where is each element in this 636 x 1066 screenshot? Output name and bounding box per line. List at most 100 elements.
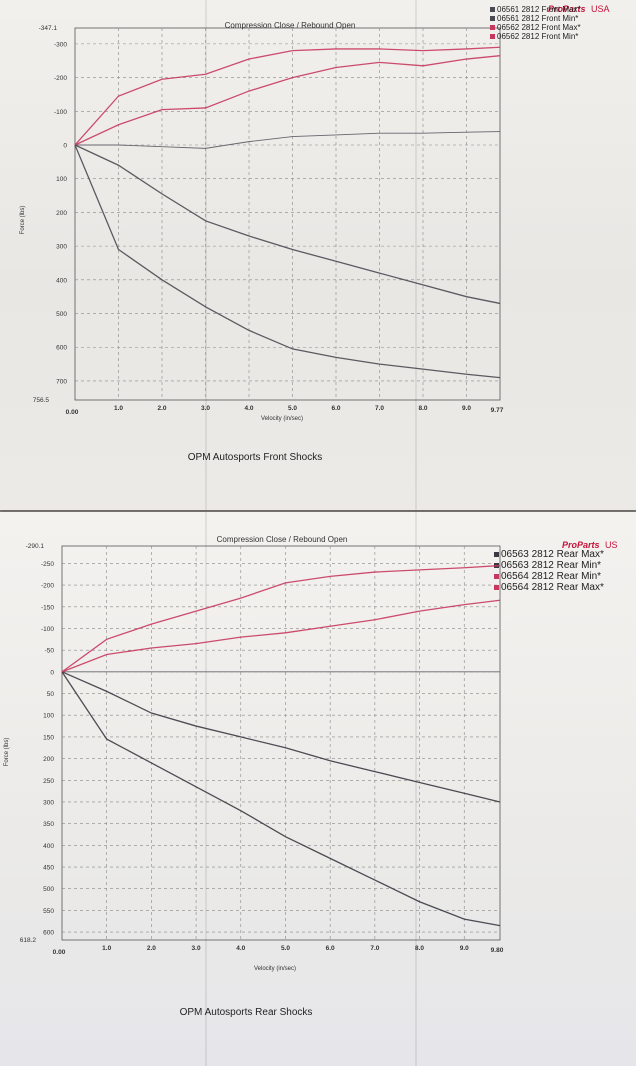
y-tick-label: 600 (56, 345, 67, 352)
x-axis-label: Velocity (in/sec) (261, 416, 303, 422)
y-tick-label: 200 (56, 210, 67, 217)
x-tick-label: 7.0 (375, 405, 384, 412)
brand-suffix: US (605, 540, 618, 550)
x-tick-label: 2.0 (147, 945, 156, 952)
paper-fold (205, 512, 207, 1066)
legend-swatch (494, 552, 499, 557)
plot-frame (74, 27, 501, 401)
y-axis-bottom-value: 756.5 (33, 397, 50, 404)
series-line (61, 671, 501, 803)
x-tick-label: 5.0 (288, 405, 297, 412)
front-shocks-chart: 1.0 2.0 3.0 4.0 5.0 6.0 7.0 8.0 9.0 -300 -200 -100 0… (20, 4, 610, 463)
brand-logo: ProParts (548, 4, 586, 14)
x-axis-label: Velocity (in/sec) (254, 966, 296, 972)
x-tick-label: 9.0 (460, 945, 469, 952)
series-line (74, 46, 501, 146)
rear-shocks-chart: 1.0 2.0 3.0 4.0 5.0 6.0 7.0 8.0 9.0 -250 -200 -150 -… (4, 535, 618, 1018)
y-tick-label: 0 (50, 669, 54, 676)
legend-swatch (494, 585, 499, 590)
paper-fold (415, 0, 417, 510)
x-tick-label: 6.0 (331, 405, 340, 412)
x-tick-label: 7.0 (370, 945, 379, 952)
chart-title: Compression Close / Rebound Open (225, 21, 356, 30)
y-axis-bottom-value: 618.2 (20, 937, 37, 944)
y-tick-label: 400 (56, 277, 67, 284)
paper-fold (415, 512, 417, 1066)
y-tick-label: 300 (43, 799, 54, 806)
series-line (61, 671, 501, 927)
y-tick-label: 500 (43, 886, 54, 893)
y-axis-label: Force (lbs) (20, 206, 26, 235)
x-tick-label: 3.0 (192, 945, 201, 952)
chart-caption: OPM Autosports Front Shocks (188, 452, 323, 463)
series-line (61, 564, 501, 673)
series-line (74, 55, 501, 146)
legend-entry: 06561 2812 Front Min* (497, 14, 578, 23)
x-tick-label: 9.0 (462, 405, 471, 412)
y-tick-label: 350 (43, 821, 54, 828)
y-tick-label: 700 (56, 378, 67, 385)
brand-suffix: USA (591, 4, 610, 14)
y-tick-label: -200 (41, 583, 54, 590)
y-tick-label: 500 (56, 311, 67, 318)
paper-fold (205, 0, 207, 510)
x-tick-label: 4.0 (244, 405, 253, 412)
chart-title: Compression Close / Rebound Open (217, 535, 348, 544)
y-tick-label: -100 (41, 626, 54, 633)
y-tick-label: 250 (43, 778, 54, 785)
y-tick-label: -200 (54, 75, 67, 82)
y-tick-label: -100 (54, 109, 67, 116)
series-line (74, 144, 501, 305)
front-shocks-sheet: 1.0 2.0 3.0 4.0 5.0 6.0 7.0 8.0 9.0 -300 -200 -100 0… (0, 0, 636, 510)
legend-swatch (490, 7, 495, 12)
y-tick-label: 300 (56, 244, 67, 251)
unlabeled-curve (75, 131, 501, 149)
legend-entry: 06563 2812 Rear Max* (501, 549, 604, 560)
y-tick-label: 450 (43, 865, 54, 872)
y-tick-label: 150 (43, 734, 54, 741)
legend-entry: 06564 2812 Rear Max* (501, 582, 604, 593)
chart-caption: OPM Autosports Rear Shocks (180, 1007, 313, 1018)
y-axis-label: Force (lbs) (4, 738, 10, 767)
y-tick-label: 0 (63, 143, 67, 150)
y-tick-label: 100 (56, 176, 67, 183)
series-line (61, 599, 501, 673)
x-tick-label: 5.0 (281, 945, 290, 952)
x-axis-start-value: 0.00 (66, 409, 79, 416)
x-tick-label: 3.0 (201, 405, 210, 412)
y-tick-label: -250 (41, 561, 54, 568)
rear-shocks-sheet: 1.0 2.0 3.0 4.0 5.0 6.0 7.0 8.0 9.0 -250 -200 -150 -… (0, 512, 636, 1066)
x-tick-label: 1.0 (102, 945, 111, 952)
x-tick-label: 8.0 (418, 405, 427, 412)
legend-swatch (490, 34, 495, 39)
x-tick-label: 4.0 (236, 945, 245, 952)
series-line (74, 144, 501, 379)
legend-entry: 06563 2812 Rear Min* (501, 560, 601, 571)
x-axis-end-value: 9.77 (491, 407, 504, 414)
y-tick-label: 400 (43, 843, 54, 850)
y-tick-label: -50 (45, 648, 55, 655)
x-tick-label: 2.0 (157, 405, 166, 412)
x-axis-end-value: 9.80 (491, 947, 504, 954)
brand-logo: ProParts (562, 540, 600, 550)
y-tick-label: -300 (54, 41, 67, 48)
x-tick-label: 1.0 (114, 405, 123, 412)
legend-entry: 06562 2812 Front Max* (497, 23, 581, 32)
legend-entry: 06562 2812 Front Min* (497, 32, 578, 41)
legend-entry: 06561 2812 Front Max* (497, 5, 581, 14)
y-tick-label: 550 (43, 908, 54, 915)
plot-frame (61, 545, 501, 941)
x-tick-label: 8.0 (415, 945, 424, 952)
y-tick-label: 200 (43, 756, 54, 763)
y-tick-label: 100 (43, 713, 54, 720)
x-axis-start-value: 0.00 (53, 949, 66, 956)
legend-swatch (490, 16, 495, 21)
y-tick-label: -150 (41, 604, 54, 611)
legend-swatch (494, 574, 499, 579)
y-axis-top-value: -347.1 (39, 25, 58, 32)
y-tick-label: 600 (43, 930, 54, 937)
legend-entry: 06564 2812 Rear Min* (501, 571, 601, 582)
legend-swatch (490, 25, 495, 30)
y-tick-label: 50 (47, 691, 55, 698)
x-tick-label: 6.0 (326, 945, 335, 952)
